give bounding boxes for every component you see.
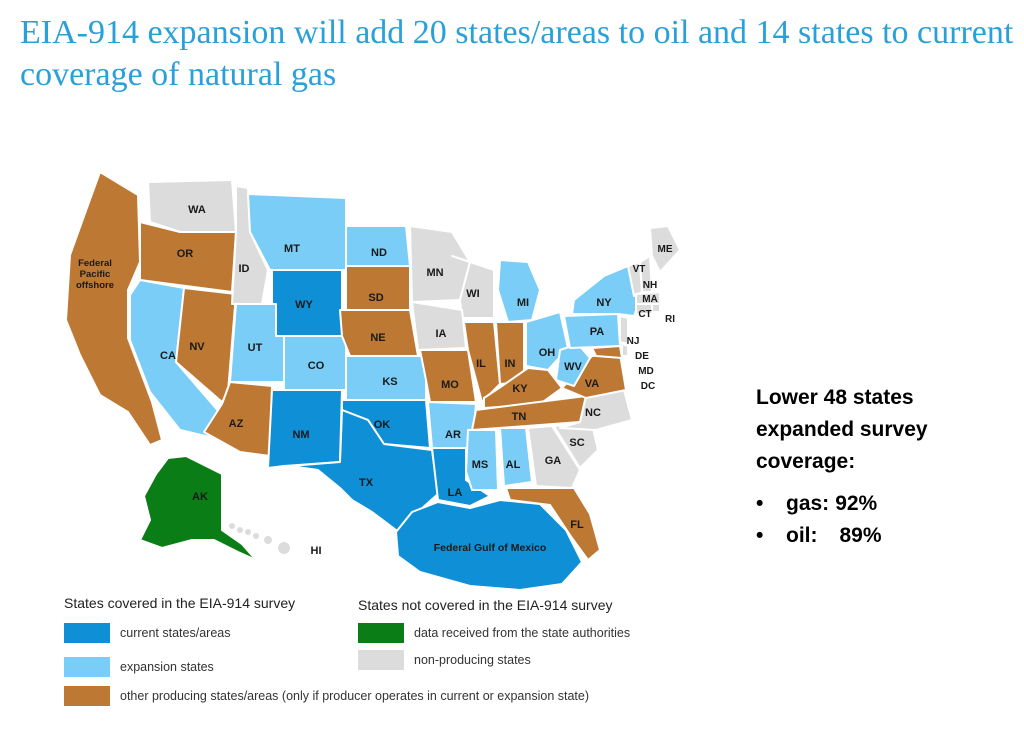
map-label-tn: TN <box>512 411 527 423</box>
slide-title: EIA-914 expansion will add 20 states/are… <box>20 14 1014 93</box>
summary-gas-label: gas: <box>786 492 830 515</box>
map-label-nm: NM <box>292 429 309 441</box>
bullet-icon: • <box>756 524 764 547</box>
map-label-mn: MN <box>426 267 443 279</box>
map-label-al: AL <box>506 459 521 471</box>
map-label-ok: OK <box>374 419 391 431</box>
map-label-co: CO <box>308 360 325 372</box>
map-label-ms: MS <box>472 459 489 471</box>
state-ct <box>635 303 653 315</box>
state-mi <box>497 259 541 323</box>
map-label-fl: FL <box>570 519 584 531</box>
map-label-de: DE <box>635 351 649 362</box>
state-ga <box>527 425 581 489</box>
map-label-ks: KS <box>382 376 397 388</box>
map-label-me: ME <box>658 244 673 255</box>
summary-list: • gas: 92% • oil: 89% <box>756 488 1016 552</box>
state-ms <box>465 429 499 491</box>
map-label-nc: NC <box>585 407 601 419</box>
map-label-ak: AK <box>192 491 208 503</box>
state-la <box>431 447 491 507</box>
state-mn <box>409 225 471 303</box>
map-label-ia: IA <box>436 328 447 340</box>
map-label-ri: RI <box>665 314 675 325</box>
map-label-sd: SD <box>368 292 383 304</box>
map-label-nh: NH <box>643 280 657 291</box>
summary-item-oil: • oil: 89% <box>756 520 1016 552</box>
map-label-mt: MT <box>284 243 300 255</box>
map-label-nj: NJ <box>627 336 640 347</box>
map-label-ga: GA <box>545 455 562 467</box>
summary-gas-value: 92% <box>835 492 878 515</box>
map-label-mi: MI <box>517 297 529 309</box>
map-label-pa: PA <box>590 326 605 338</box>
map-label-ct: CT <box>638 309 651 320</box>
map-state-labels: WA OR Federal Pacific offshore ID MT ND … <box>76 204 675 557</box>
map-label-dc: DC <box>641 381 655 392</box>
region-federal-pacific-offshore <box>65 171 163 446</box>
map-label-ny: NY <box>596 297 612 309</box>
map-label-or: OR <box>177 248 194 260</box>
map-label-nd: ND <box>371 247 387 259</box>
state-hi <box>229 523 290 554</box>
state-ri <box>651 303 661 313</box>
map-label-fp-1: Federal <box>78 258 112 269</box>
map-label-fp-3: offshore <box>76 280 114 291</box>
state-de <box>621 343 629 357</box>
state-al <box>499 427 533 487</box>
summary-heading-3: coverage: <box>756 450 856 473</box>
map-label-gulf: Federal Gulf of Mexico <box>434 542 547 554</box>
bullet-icon: • <box>756 492 764 515</box>
map-label-ar: AR <box>445 429 461 441</box>
map-label-ne: NE <box>370 332 385 344</box>
summary-oil-value: 89% <box>839 524 882 547</box>
map-label-az: AZ <box>229 418 244 430</box>
map-label-ma: MA <box>642 294 658 305</box>
coverage-summary: Lower 48 states expanded survey coverage… <box>756 382 1016 552</box>
map-label-nv: NV <box>189 341 205 353</box>
summary-oil-label: oil: <box>786 524 818 547</box>
map-label-wy: WY <box>295 299 313 311</box>
state-mo <box>419 349 477 403</box>
map-label-il: IL <box>476 358 486 370</box>
region-federal-gulf-of-mexico <box>395 499 583 591</box>
map-label-ut: UT <box>248 342 263 354</box>
map-label-ky: KY <box>512 383 528 395</box>
map-label-mo: MO <box>441 379 459 391</box>
state-nd <box>345 225 411 267</box>
state-ia <box>411 301 467 351</box>
map-label-ca: CA <box>160 350 176 362</box>
map-label-la: LA <box>448 487 463 499</box>
map-label-md: MD <box>638 366 654 377</box>
map-label-vt: VT <box>633 264 646 275</box>
state-nj <box>619 315 629 345</box>
summary-heading-2: expanded survey <box>756 418 928 441</box>
map-label-hi: HI <box>311 545 322 557</box>
map-label-wi: WI <box>466 288 479 300</box>
state-md <box>591 345 623 359</box>
map-label-va: VA <box>585 378 600 390</box>
map-label-oh: OH <box>539 347 556 359</box>
map-label-id: ID <box>239 263 250 275</box>
map-label-in: IN <box>505 358 516 370</box>
map-label-sc: SC <box>569 437 584 449</box>
state-tx <box>289 409 439 537</box>
summary-heading-1: Lower 48 states <box>756 386 914 409</box>
state-ak <box>139 455 257 561</box>
map-label-tx: TX <box>359 477 374 489</box>
map-label-wa: WA <box>188 204 206 216</box>
map-label-wv: WV <box>564 361 582 373</box>
map-label-fp-2: Pacific <box>80 269 111 280</box>
summary-item-gas: • gas: 92% <box>756 488 1016 520</box>
state-az <box>203 381 273 457</box>
state-me <box>649 225 681 273</box>
